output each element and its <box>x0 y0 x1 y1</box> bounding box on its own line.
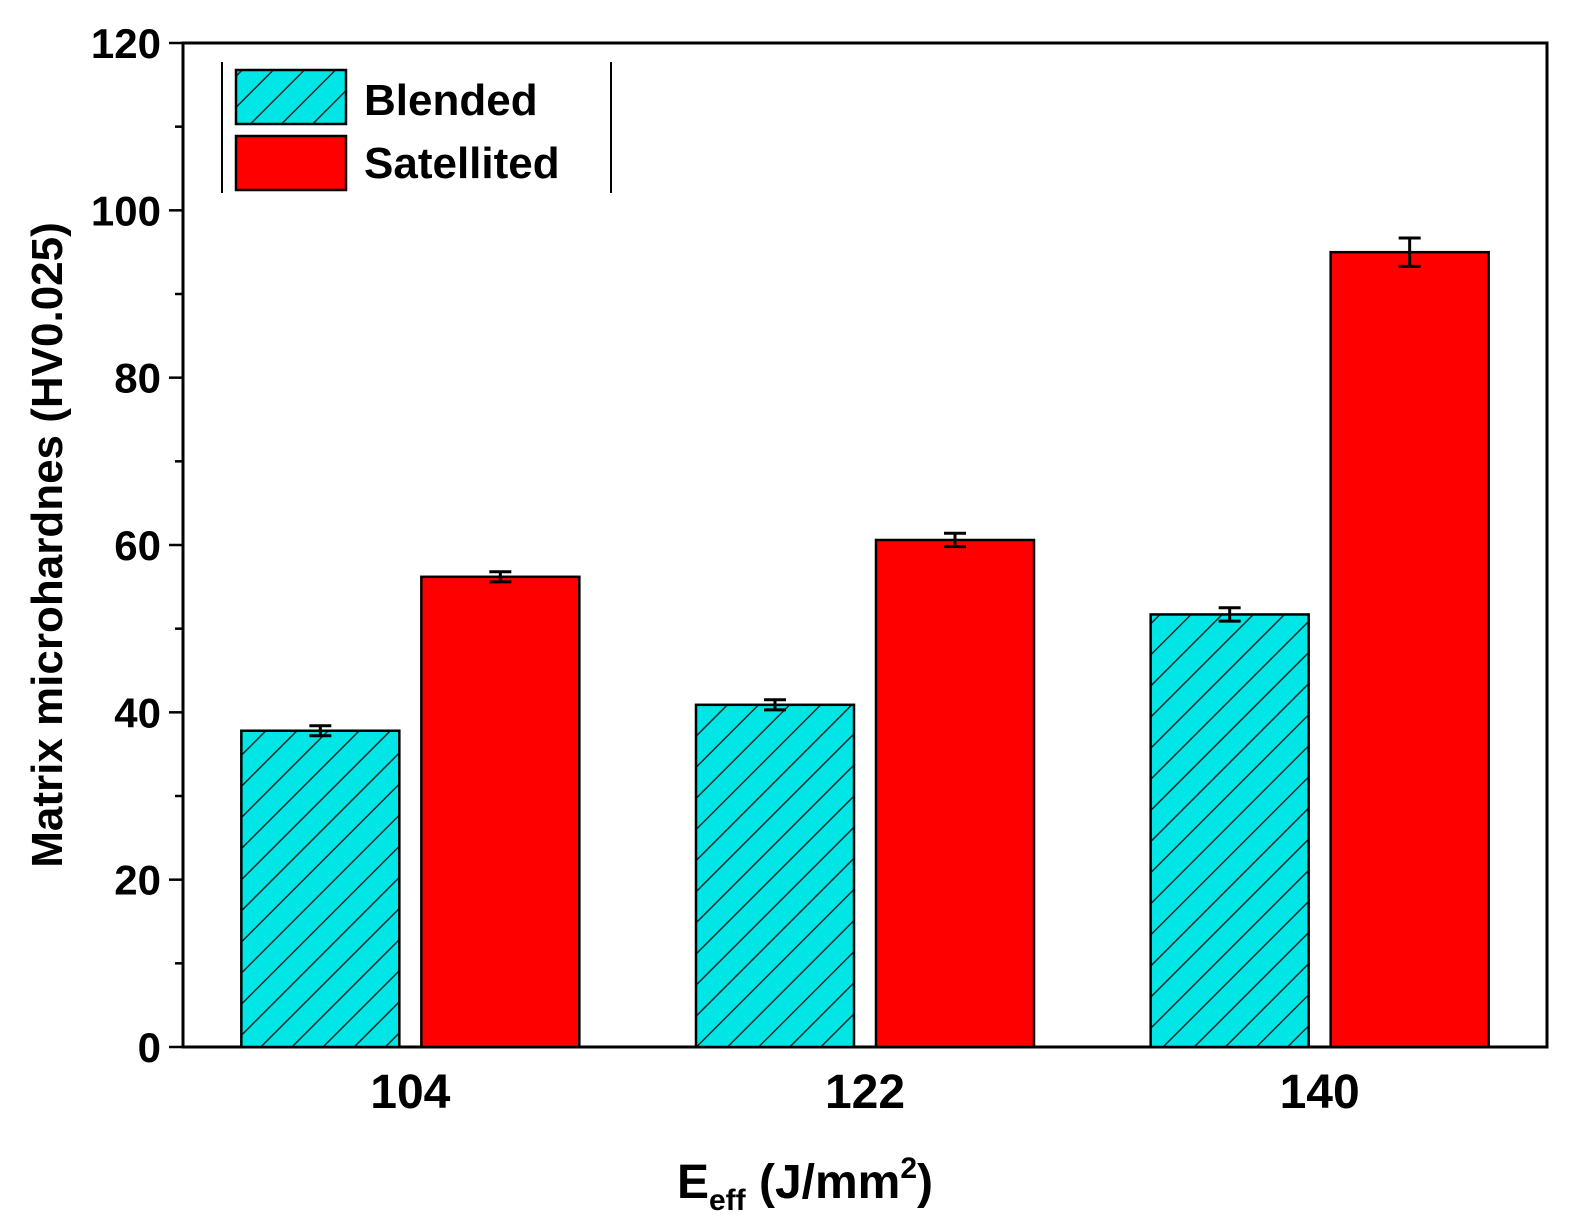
y-axis-title: Matrix microhardnes (HV0.025) <box>23 222 72 868</box>
x-axis-title-subscript: eff <box>709 1184 747 1217</box>
legend: Blended Satellited <box>221 62 612 193</box>
x-axis-title-unit: (J/mm <box>746 1156 901 1209</box>
legend-swatch-satellited <box>234 134 348 192</box>
x-tick-label: 122 <box>825 1066 905 1119</box>
error-bar <box>764 698 786 712</box>
x-axis: 104 122 140 <box>370 1066 1359 1119</box>
x-axis-title-close: ) <box>917 1156 933 1209</box>
error-bar <box>944 531 966 549</box>
error-bar <box>1218 606 1241 623</box>
bar-blended-104 <box>240 729 401 1049</box>
x-axis-title: Eeff (J/mm2) <box>677 1152 933 1217</box>
error-bar <box>309 724 332 738</box>
error-bar <box>1398 236 1421 268</box>
y-tick-label: 0 <box>138 1024 161 1071</box>
bar-satellited-104 <box>420 575 581 1049</box>
bar-blended-140 <box>1149 613 1310 1049</box>
y-tick-label: 40 <box>114 689 161 736</box>
y-tick-label: 60 <box>114 522 161 569</box>
y-tick-label: 100 <box>91 187 161 234</box>
legend-swatch-blended <box>234 68 348 126</box>
y-tick-label: 120 <box>91 20 161 67</box>
x-axis-title-superscript: 2 <box>900 1152 917 1185</box>
bars-group <box>240 236 1490 1049</box>
bar-satellited-140 <box>1329 250 1490 1049</box>
y-axis: 0 20 40 60 80 100 120 <box>91 20 183 1071</box>
y-tick-label: 80 <box>114 355 161 402</box>
y-tick-label: 20 <box>114 857 161 904</box>
bar-blended-122 <box>694 703 856 1049</box>
bar-satellited-122 <box>874 538 1036 1049</box>
error-bar <box>489 570 512 584</box>
legend-label-blended: Blended <box>364 76 538 125</box>
x-tick-label: 140 <box>1280 1066 1360 1119</box>
x-axis-title-base: E <box>677 1156 709 1209</box>
legend-label-satellited: Satellited <box>364 139 560 188</box>
x-tick-label: 104 <box>370 1066 450 1119</box>
